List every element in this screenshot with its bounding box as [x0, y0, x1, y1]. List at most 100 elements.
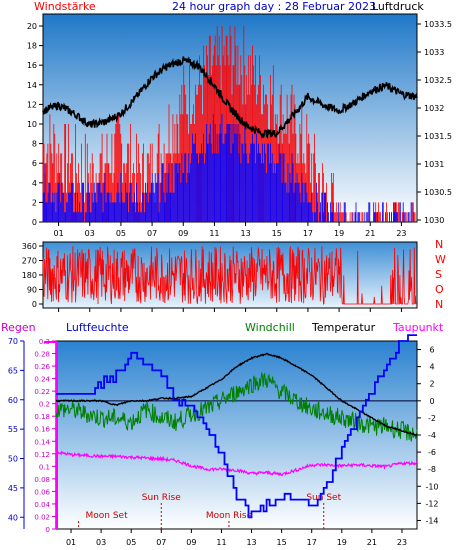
climate-panel-bg [55, 340, 418, 530]
direction-y-tick-label: 90 [27, 286, 37, 295]
rain-y-tick-label: 0 [46, 526, 50, 534]
rain-y-tick-label: 0.18 [34, 413, 50, 421]
x-tick-label: 15 [277, 538, 287, 547]
rain-y-tick-label: 0.22 [34, 388, 50, 396]
rain-y-tick-label: 0.2 [39, 401, 50, 409]
x-tick-label: 17 [307, 538, 317, 547]
wind-axis-title: Windstärke [34, 0, 96, 13]
humidity-y-tick-label: 45 [8, 484, 18, 493]
pressure-axis-title: Luftdruck [372, 0, 424, 13]
x-tick-label: 05 [116, 229, 126, 238]
x-tick-label: 19 [337, 538, 347, 547]
humidity-series [56, 334, 417, 519]
event-marker-sun_set: Sun Set [306, 493, 341, 503]
x-tick-label: 01 [66, 538, 76, 547]
wind-y-tick-label: 2 [32, 198, 37, 207]
wind-direction-series [42, 246, 417, 306]
compass-label: S [435, 268, 442, 281]
rain-y-tick-label: 0.24 [34, 376, 50, 384]
temp-y-tick-label: 6 [429, 346, 434, 355]
x-tick-label: 15 [272, 229, 282, 238]
pressure-y-tick-label: 1033.5 [424, 20, 452, 29]
x-tick-label: 21 [367, 538, 377, 547]
humidity-y-tick-label: 50 [8, 455, 18, 464]
humidity-y-tick-label: 40 [8, 513, 18, 522]
pressure-y-tick-label: 1033 [424, 48, 444, 57]
pressure-y-tick-label: 1031.5 [424, 132, 452, 141]
temp-y-tick-label: -14 [425, 516, 438, 525]
x-tick-label: 05 [126, 538, 136, 547]
rain-y-tick-label: 0.12 [34, 451, 50, 459]
x-tick-label: 03 [96, 538, 106, 547]
humidity-y-tick-label: 65 [8, 366, 18, 375]
rain-y-tick-label: 0.28 [34, 351, 50, 359]
pressure-y-tick-label: 1030.5 [424, 188, 452, 197]
event-marker-moon_rise: Moon Rise [206, 511, 253, 521]
event-marker-moon_set: Moon Set [86, 511, 129, 521]
compass-label: N [435, 238, 443, 251]
pressure-y-tick-label: 1030 [424, 216, 444, 225]
rain-y-tick-label: 0.16 [34, 426, 50, 434]
humidity-y-tick-label: 55 [8, 425, 18, 434]
temp-y-tick-label: -10 [425, 482, 438, 491]
wind-y-tick-label: 4 [32, 179, 37, 188]
wind-avg-series [42, 114, 414, 222]
direction-y-tick-label: 270 [22, 257, 37, 266]
x-tick-label: 03 [85, 229, 95, 238]
x-tick-label: 23 [396, 229, 406, 238]
x-tick-label: 11 [209, 229, 219, 238]
pressure-y-tick-label: 1031 [424, 160, 444, 169]
x-tick-label: 21 [365, 229, 375, 238]
temperature-series [55, 352, 418, 436]
direction-y-tick-label: 180 [22, 271, 37, 280]
rain-y-tick-label: 0.08 [34, 476, 50, 484]
humidity-axis-title: Luftfeuchte [66, 321, 129, 334]
rain-y-tick-label: 0.02 [34, 513, 50, 521]
dewpoint-series [55, 450, 418, 477]
humidity-y-tick-label: 60 [8, 396, 18, 405]
wind-y-tick-label: 16 [27, 61, 37, 70]
temp-y-tick-label: -2 [428, 414, 436, 423]
rain-y-tick-label: 0.04 [34, 501, 50, 509]
direction-y-tick-label: 360 [22, 242, 37, 251]
wind-y-tick-label: 14 [27, 81, 37, 90]
temp-y-tick-label: -8 [428, 465, 436, 474]
temp-y-tick-label: -6 [428, 448, 436, 457]
temp-y-tick-label: 0 [429, 397, 434, 406]
temp-y-tick-label: 2 [429, 380, 434, 389]
direction-y-tick-label: 0 [32, 300, 37, 309]
x-tick-label: 13 [246, 538, 256, 547]
pressure-y-tick-label: 1032 [424, 104, 444, 113]
wind-y-tick-label: 0 [32, 218, 37, 227]
x-tick-label: 07 [156, 538, 166, 547]
rain-y-tick-label: 0.3 [39, 338, 50, 346]
x-tick-label: 01 [53, 229, 63, 238]
x-tick-label: 09 [186, 538, 196, 547]
rain-axis-title: Regen [1, 321, 36, 334]
x-tick-label: 09 [178, 229, 188, 238]
temp-y-tick-label: -4 [428, 431, 436, 440]
x-tick-label: 19 [334, 229, 344, 238]
x-tick-label: 13 [240, 229, 250, 238]
pressure-series [42, 56, 418, 140]
windchill-label: Windchill [245, 321, 295, 334]
compass-label: W [435, 253, 446, 266]
wind-y-tick-label: 10 [27, 120, 37, 129]
compass-label: N [435, 298, 443, 311]
event-marker-sun_rise: Sun Rise [142, 493, 181, 503]
x-tick-label: 11 [216, 538, 226, 547]
wind-y-tick-label: 6 [32, 159, 37, 168]
wind-y-tick-label: 12 [27, 100, 37, 109]
temp-y-tick-label: -12 [425, 499, 438, 508]
compass-label: O [435, 283, 444, 296]
rain-y-tick-label: 0.06 [34, 488, 50, 496]
x-tick-label: 17 [303, 229, 313, 238]
rain-y-tick-label: 0.1 [39, 463, 50, 471]
wind-y-tick-label: 8 [32, 140, 37, 149]
wind-y-tick-label: 18 [27, 42, 37, 51]
temp-y-tick-label: 4 [429, 363, 434, 372]
chart-title: 24 hour graph day : 28 Februar 2023 [172, 0, 376, 13]
pressure-y-tick-label: 1032.5 [424, 76, 452, 85]
temperature-label: Temperatur [311, 321, 376, 334]
